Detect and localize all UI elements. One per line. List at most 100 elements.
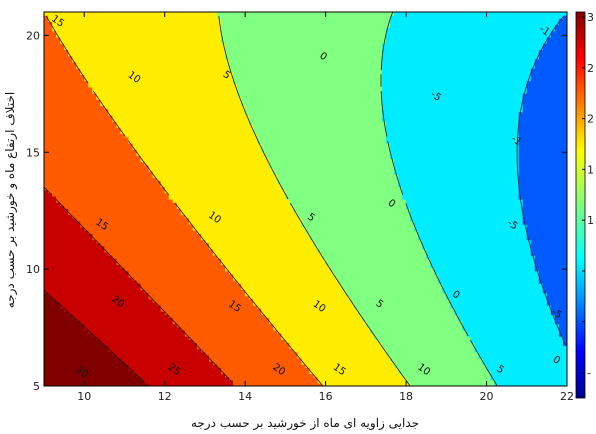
contour-cell (148, 258, 154, 262)
contour-cell (132, 301, 138, 306)
contour-cell (52, 379, 57, 384)
contour-cell (108, 158, 113, 163)
contour-cell (160, 27, 166, 32)
contour-cell (176, 361, 182, 365)
contour-cell (68, 214, 73, 219)
contour-cell (128, 361, 134, 365)
contour-cell (132, 146, 138, 150)
contour-cell (128, 30, 134, 35)
contour-cell (160, 267, 166, 272)
contour-cell (204, 61, 210, 66)
contour-cell (48, 301, 53, 306)
contour-cell (144, 130, 150, 135)
contour-cell (100, 192, 105, 197)
contour-cell (100, 127, 105, 132)
contour-cell (128, 239, 134, 244)
contour-cell (164, 205, 170, 209)
contour-cell (112, 158, 118, 163)
contour-cell (76, 202, 81, 206)
contour-cell (48, 33, 53, 38)
contour-cell (160, 258, 166, 262)
contour-cell (152, 177, 158, 181)
contour-cell (48, 379, 53, 384)
contour-cell (64, 217, 69, 222)
contour-cell (64, 364, 69, 368)
contour-cell (80, 230, 85, 234)
contour-cell (128, 323, 134, 328)
contour-cell (200, 227, 206, 231)
contour-cell (112, 351, 118, 356)
contour-cell (92, 74, 97, 79)
contour-cell (180, 295, 186, 300)
contour-cell (176, 348, 182, 353)
contour-cell (140, 342, 146, 347)
contour-cell (132, 136, 138, 141)
contour-cell (204, 89, 210, 94)
contour-cell (68, 292, 73, 297)
contour-cell (108, 336, 113, 340)
contour-cell (208, 223, 214, 228)
contour-cell (152, 139, 158, 144)
contour-cell (152, 89, 158, 94)
contour-cell (184, 71, 190, 75)
contour-cell (48, 167, 53, 172)
contour-cell (104, 121, 109, 125)
contour-cell (76, 89, 81, 94)
contour-cell (64, 139, 69, 144)
contour-cell (112, 276, 118, 281)
contour-cell (168, 40, 174, 44)
contour-cell (80, 220, 85, 225)
contour-cell (188, 177, 194, 181)
contour-cell (208, 379, 214, 384)
contour-cell (140, 251, 146, 256)
contour-cell (76, 361, 81, 365)
contour-cell (64, 170, 69, 175)
contour-cell (124, 336, 130, 340)
contour-cell (68, 64, 73, 69)
contour-cell (80, 180, 85, 185)
contour-cell (188, 336, 194, 340)
contour-cell (172, 301, 178, 306)
contour-cell (152, 36, 158, 41)
contour-cell (56, 376, 61, 381)
contour-cell (52, 223, 57, 228)
contour-cell (168, 239, 174, 244)
contour-cell (88, 124, 93, 128)
contour-cell (184, 146, 190, 150)
contour-cell (144, 36, 150, 41)
contour-cell (112, 264, 118, 269)
contour-cell (204, 323, 210, 328)
contour-cell (172, 276, 178, 281)
contour-cell (80, 99, 85, 103)
contour-cell (88, 345, 93, 350)
contour-cell (112, 267, 118, 272)
contour-cell (168, 164, 174, 169)
contour-cell (120, 158, 126, 163)
contour-cell (88, 276, 93, 281)
contour-cell (44, 46, 49, 50)
contour-cell (64, 255, 69, 259)
contour-cell (156, 348, 162, 353)
contour-cell (120, 80, 126, 85)
contour-cell (180, 217, 186, 222)
contour-cell (196, 24, 202, 29)
contour-cell (44, 242, 49, 247)
contour-cell (116, 71, 122, 75)
contour-cell (160, 345, 166, 350)
contour-cell (136, 323, 142, 328)
contour-cell (132, 83, 138, 88)
contour-cell (72, 214, 77, 219)
contour-cell (120, 329, 126, 334)
contour-cell (132, 127, 138, 132)
contour-cell (208, 245, 214, 250)
contour-cell (184, 177, 190, 181)
contour-cell (88, 174, 93, 178)
contour-cell (144, 24, 150, 29)
contour-cell (208, 283, 214, 287)
contour-cell (96, 342, 101, 347)
contour-cell (172, 317, 178, 322)
contour-cell (80, 236, 85, 241)
contour-cell (168, 357, 174, 362)
contour-cell (104, 255, 109, 259)
contour-cell (68, 342, 73, 347)
